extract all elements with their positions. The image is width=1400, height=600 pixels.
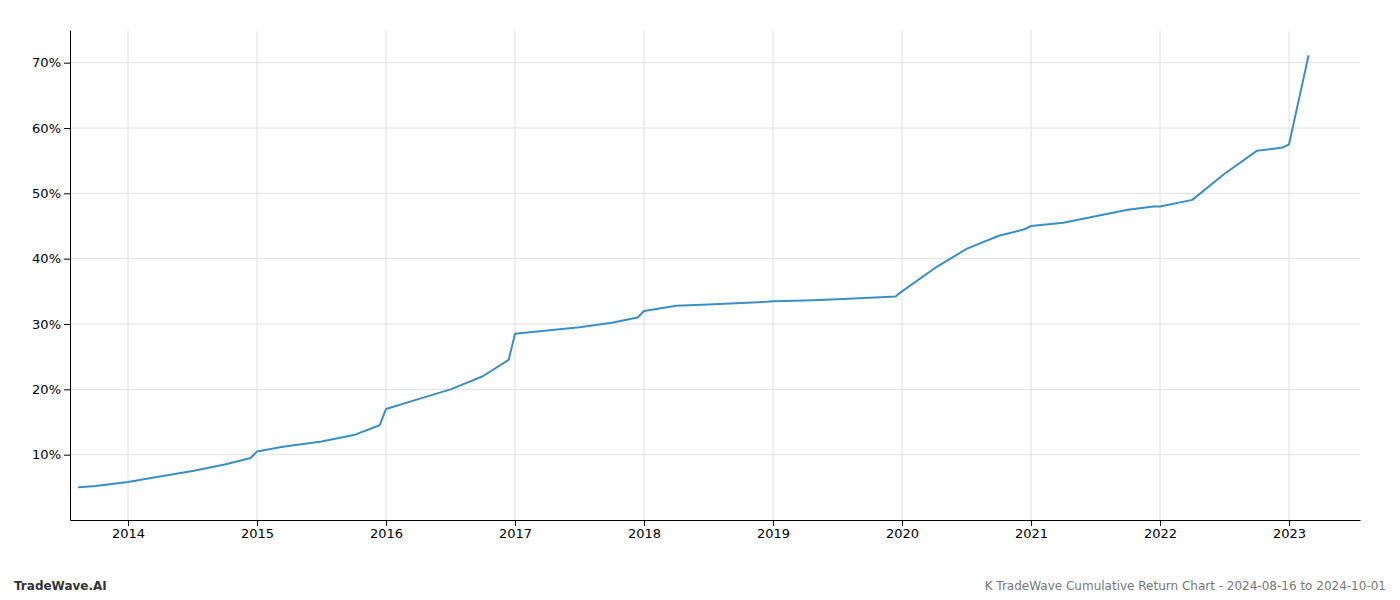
y-tick: 30% bbox=[32, 317, 70, 332]
x-tick-label: 2015 bbox=[241, 526, 274, 541]
y-tick: 50% bbox=[32, 186, 70, 201]
y-tick-label: 70% bbox=[32, 55, 61, 70]
grid-line bbox=[70, 258, 1360, 259]
x-tick-mark bbox=[515, 520, 516, 526]
grid-line bbox=[128, 30, 129, 520]
x-tick: 2015 bbox=[241, 520, 274, 541]
grid-line bbox=[70, 62, 1360, 63]
y-tick-mark bbox=[64, 324, 70, 325]
axis-line bbox=[70, 31, 71, 521]
axis-line bbox=[71, 520, 1361, 521]
grid-line bbox=[1289, 30, 1290, 520]
y-tick-label: 10% bbox=[32, 447, 61, 462]
x-tick-mark bbox=[1160, 520, 1161, 526]
grid-line bbox=[515, 30, 516, 520]
x-tick-mark bbox=[1031, 520, 1032, 526]
x-tick: 2021 bbox=[1015, 520, 1048, 541]
y-tick-mark bbox=[64, 128, 70, 129]
y-tick: 40% bbox=[32, 251, 70, 266]
footer-left: TradeWave.AI bbox=[14, 579, 107, 593]
x-tick-mark bbox=[128, 520, 129, 526]
x-tick-label: 2021 bbox=[1015, 526, 1048, 541]
chart: 2014 2015 2016 2017 2018 2019 2020 2021 2022 2023… bbox=[0, 0, 1400, 600]
y-tick-label: 50% bbox=[32, 186, 61, 201]
x-tick-mark bbox=[1289, 520, 1290, 526]
marks bbox=[79, 56, 1308, 487]
x-tick: 2017 bbox=[499, 520, 532, 541]
y-tick-mark bbox=[64, 63, 70, 64]
x-tick-label: 2019 bbox=[757, 526, 790, 541]
y-tick-label: 40% bbox=[32, 251, 61, 266]
x-tick: 2018 bbox=[628, 520, 661, 541]
grid-line bbox=[70, 128, 1360, 129]
y-tick: 60% bbox=[32, 121, 70, 136]
grid-line bbox=[257, 30, 258, 520]
y-tick-label: 30% bbox=[32, 317, 61, 332]
y-tick: 70% bbox=[32, 55, 70, 70]
y-tick-mark bbox=[64, 455, 70, 456]
y-tick-mark bbox=[64, 259, 70, 260]
x-tick: 2016 bbox=[370, 520, 403, 541]
plot: 2014 2015 2016 2017 2018 2019 2020 2021 2022 2023… bbox=[32, 30, 1360, 541]
y-tick: 20% bbox=[32, 382, 70, 397]
x-tick-label: 2018 bbox=[628, 526, 661, 541]
x-tick-label: 2023 bbox=[1273, 526, 1306, 541]
grid-line bbox=[70, 454, 1360, 455]
x-tick-mark bbox=[257, 520, 258, 526]
y-tick-mark bbox=[64, 193, 70, 194]
x-tick-label: 2014 bbox=[112, 526, 145, 541]
y-tick-label: 60% bbox=[32, 121, 61, 136]
grid-line bbox=[644, 30, 645, 520]
grid-line bbox=[386, 30, 387, 520]
x-tick: 2019 bbox=[757, 520, 790, 541]
x-tick: 2022 bbox=[1144, 520, 1177, 541]
footer-right: K TradeWave Cumulative Return Chart - 20… bbox=[985, 579, 1386, 593]
x-tick-label: 2020 bbox=[886, 526, 919, 541]
grid-line bbox=[902, 30, 903, 520]
grid bbox=[70, 30, 1360, 520]
grid-line bbox=[773, 30, 774, 520]
x-tick-label: 2022 bbox=[1144, 526, 1177, 541]
x-tick: 2020 bbox=[886, 520, 919, 541]
x-tick-label: 2016 bbox=[370, 526, 403, 541]
y-tick-mark bbox=[64, 389, 70, 390]
y-axis: 10% 20% 30% 40% 50% 60% 70% bbox=[32, 31, 70, 521]
x-tick-mark bbox=[644, 520, 645, 526]
grid-line bbox=[70, 324, 1360, 325]
x-axis: 2014 2015 2016 2017 2018 2019 2020 2021 2022 2023 bbox=[71, 520, 1361, 541]
grid-line bbox=[70, 193, 1360, 194]
grid-line bbox=[1031, 30, 1032, 520]
x-tick: 2014 bbox=[112, 520, 145, 541]
grid-line bbox=[70, 389, 1360, 390]
grid-line bbox=[1160, 30, 1161, 520]
x-tick-label: 2017 bbox=[499, 526, 532, 541]
line bbox=[79, 56, 1308, 487]
y-tick: 10% bbox=[32, 447, 70, 462]
x-tick-mark bbox=[386, 520, 387, 526]
x-tick: 2023 bbox=[1273, 520, 1306, 541]
y-tick-label: 20% bbox=[32, 382, 61, 397]
x-tick-mark bbox=[773, 520, 774, 526]
x-tick-mark bbox=[902, 520, 903, 526]
